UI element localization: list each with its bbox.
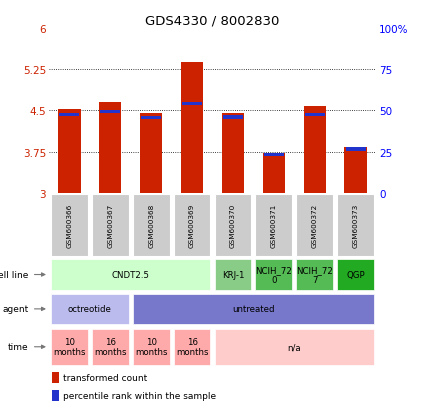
Bar xyxy=(264,154,284,157)
Bar xyxy=(51,260,210,290)
Text: NCIH_72
0: NCIH_72 0 xyxy=(255,265,292,285)
Title: GDS4330 / 8002830: GDS4330 / 8002830 xyxy=(145,14,280,27)
Bar xyxy=(174,329,210,365)
Text: GSM600367: GSM600367 xyxy=(107,204,113,248)
Bar xyxy=(296,195,333,256)
Bar xyxy=(133,329,170,365)
Text: KRJ-1: KRJ-1 xyxy=(222,271,244,279)
Bar xyxy=(303,107,326,194)
Bar xyxy=(337,260,374,290)
Text: GSM600370: GSM600370 xyxy=(230,204,236,248)
Bar xyxy=(181,63,203,194)
Bar xyxy=(133,195,170,256)
Bar xyxy=(255,260,292,290)
Bar xyxy=(344,147,367,194)
Bar xyxy=(51,294,129,324)
Text: 16
months: 16 months xyxy=(176,337,208,356)
Text: 16
months: 16 months xyxy=(94,337,127,356)
Bar xyxy=(133,294,374,324)
Bar xyxy=(215,329,374,365)
Bar xyxy=(215,260,251,290)
Bar xyxy=(223,116,243,119)
Bar xyxy=(296,260,333,290)
Text: octreotide: octreotide xyxy=(68,305,112,313)
Bar xyxy=(52,372,60,383)
Bar xyxy=(100,111,120,114)
Text: CNDT2.5: CNDT2.5 xyxy=(112,271,150,279)
Text: 10
months: 10 months xyxy=(135,337,167,356)
Text: n/a: n/a xyxy=(287,342,301,351)
Bar xyxy=(92,329,129,365)
Bar xyxy=(222,114,244,194)
Text: GSM600368: GSM600368 xyxy=(148,204,154,248)
Text: cell line: cell line xyxy=(0,271,28,279)
Text: NCIH_72
7: NCIH_72 7 xyxy=(296,265,333,285)
Text: percentile rank within the sample: percentile rank within the sample xyxy=(62,391,216,400)
Bar xyxy=(337,195,374,256)
Bar xyxy=(140,114,162,194)
Bar xyxy=(215,195,251,256)
Bar xyxy=(263,154,285,194)
Text: transformed count: transformed count xyxy=(62,373,147,382)
Bar xyxy=(346,148,366,151)
Text: GSM600373: GSM600373 xyxy=(353,204,359,248)
Bar xyxy=(59,113,79,116)
Bar xyxy=(255,195,292,256)
Text: QGP: QGP xyxy=(346,271,365,279)
Bar xyxy=(305,114,325,117)
Bar xyxy=(92,195,129,256)
Bar xyxy=(51,329,88,365)
Text: GSM600366: GSM600366 xyxy=(66,204,72,248)
Text: time: time xyxy=(8,342,28,351)
Text: GSM600369: GSM600369 xyxy=(189,204,195,248)
Text: 10
months: 10 months xyxy=(53,337,85,356)
Text: GSM600371: GSM600371 xyxy=(271,204,277,248)
Bar xyxy=(99,103,122,194)
Text: GSM600372: GSM600372 xyxy=(312,204,318,248)
Text: agent: agent xyxy=(2,305,28,313)
Bar xyxy=(182,103,202,106)
Bar xyxy=(52,390,60,401)
Text: untreated: untreated xyxy=(232,305,275,313)
Bar xyxy=(174,195,210,256)
Bar xyxy=(51,195,88,256)
Bar xyxy=(141,116,161,120)
Bar xyxy=(58,110,81,194)
